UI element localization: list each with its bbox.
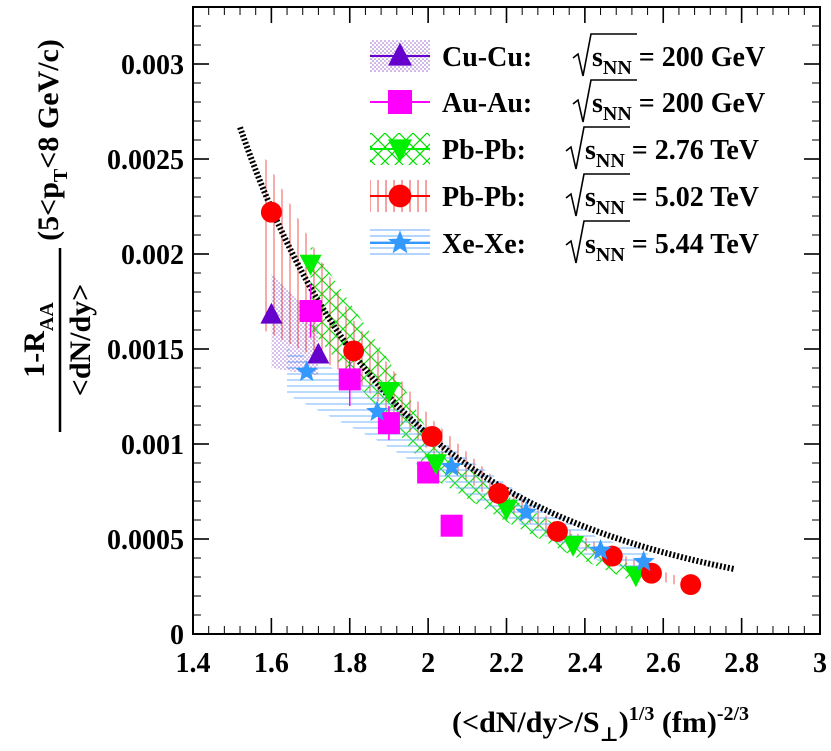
- data-point: [421, 425, 443, 447]
- legend-sqrt-sign: [565, 220, 630, 264]
- legend-energy-label: sNN = 5.02 TeV: [585, 182, 759, 219]
- data-point: [601, 545, 623, 567]
- legend-marker: [388, 139, 412, 163]
- legend-collision-label: Au-Au:: [442, 88, 532, 119]
- legend-sqrt-sign: [572, 33, 637, 77]
- data-point: [338, 368, 361, 391]
- data-point: [299, 254, 322, 276]
- x-tick-label: 2.4: [567, 648, 602, 679]
- data-point: [377, 382, 400, 403]
- axes: 1.4 1.6 1.8 2 2.2 2.4 2.6 2.8 3 0 0.0005 0.001 0.001…: [107, 6, 827, 679]
- data-point: [366, 400, 389, 422]
- legend-collision-label: Cu-Cu:: [442, 42, 532, 73]
- legend-entry-3: Pb-Pb: sNN = 5.02 TeV: [370, 173, 759, 219]
- legend-collision-label: Pb-Pb:: [442, 182, 526, 213]
- legend-energy-label: sNN = 200 GeV: [592, 42, 765, 79]
- x-tick-label: 2.8: [724, 648, 759, 679]
- x-tick-label: 1.4: [176, 648, 211, 679]
- x-tick-label: 2: [421, 648, 435, 679]
- data-point: [295, 360, 318, 382]
- x-tick-label: 1.8: [332, 648, 367, 679]
- x-tick-label: 2.6: [646, 648, 681, 679]
- data-point: [546, 520, 568, 542]
- data-point: [377, 412, 400, 435]
- data-point: [495, 499, 518, 521]
- data-point: [515, 500, 538, 522]
- x-tick-label: 2.2: [489, 648, 524, 679]
- data-point: [562, 535, 585, 557]
- legend-sqrt-sign: [565, 173, 630, 217]
- legend-collision-label: Pb-Pb:: [442, 135, 526, 166]
- legend-energy-label: sNN = 200 GeV: [592, 88, 765, 125]
- legend-collision-label: Xe-Xe:: [442, 229, 526, 260]
- data-point: [260, 201, 282, 223]
- series-pb-pb-3: [260, 201, 702, 596]
- systematic-bands: [263, 155, 691, 589]
- data-point: [260, 302, 283, 324]
- y-tick-label: 0: [170, 620, 184, 651]
- data-point: [440, 455, 463, 477]
- legend-entry-2: Pb-Pb: sNN = 2.76 TeV: [370, 126, 759, 172]
- data-points: [260, 201, 702, 596]
- legend-marker: [388, 184, 412, 208]
- fit-curve-group: [237, 126, 735, 572]
- data-point: [343, 340, 365, 362]
- y-tick-label: 0.0005: [107, 525, 184, 556]
- data-point: [299, 300, 322, 322]
- data-point: [424, 454, 447, 476]
- legend-marker: [388, 42, 412, 66]
- data-point: [440, 514, 463, 537]
- legend-entry-1: Au-Au: sNN = 200 GeV: [370, 79, 765, 125]
- data-point: [488, 482, 510, 504]
- x-axis-title: (<dN/dy>/S⊥)1/3 (fm)-2/3: [452, 703, 749, 746]
- y-tick-label: 0.0025: [107, 145, 184, 176]
- y-tick-label: 0.003: [121, 50, 184, 81]
- y-title-denominator: <dN/dy>: [64, 284, 97, 397]
- fit-curve: [237, 126, 735, 572]
- x-tick-label: 3: [813, 648, 827, 679]
- data-point: [589, 538, 612, 560]
- x-tick-label: 1.6: [254, 648, 289, 679]
- data-point: [680, 574, 702, 596]
- legend-energy-label: sNN = 2.76 TeV: [585, 135, 759, 172]
- legend-sqrt-sign: [565, 126, 630, 170]
- legend-sqrt-sign: [572, 79, 637, 123]
- legend-marker: [388, 230, 412, 254]
- legend-energy-label: sNN = 5.44 TeV: [585, 229, 759, 266]
- y-title-numerator: 1-RAA: [18, 302, 58, 378]
- data-point: [632, 550, 655, 572]
- series-au-au-1: [299, 284, 463, 537]
- y-axis-title: 1-RAA <dN/dy> (5<pT<8 GeV/c): [18, 39, 97, 432]
- y-title-pt-range: (5<pT<8 GeV/c): [32, 39, 72, 241]
- series-xe-xe-4: [295, 360, 655, 572]
- data-point: [307, 342, 330, 364]
- y-tick-label: 0.0015: [107, 335, 184, 366]
- legend-entry-4: Xe-Xe: sNN = 5.44 TeV: [370, 220, 759, 266]
- y-tick-label: 0.002: [121, 240, 184, 271]
- series-cu-cu-0: [260, 302, 330, 364]
- legend-entry-0: Cu-Cu: sNN = 200 GeV: [370, 33, 765, 79]
- legend-marker: [388, 90, 412, 114]
- y-tick-label: 0.001: [121, 430, 184, 461]
